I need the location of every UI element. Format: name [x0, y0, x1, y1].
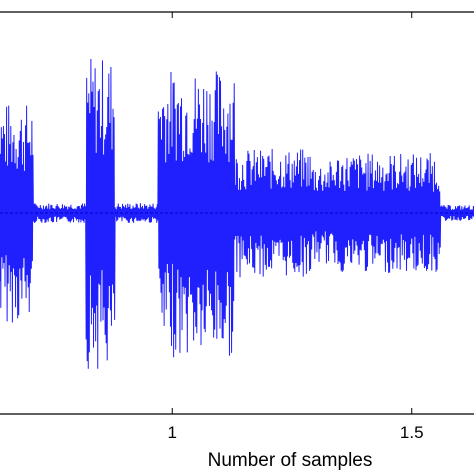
x-axis-label: Number of samples — [208, 450, 373, 471]
x-tick-label: 1 — [167, 423, 176, 442]
waveform-line — [0, 58, 474, 369]
axes-frame — [0, 11, 474, 415]
x-tick-label: 1.5 — [400, 423, 424, 442]
x-ticks: 1 1.5 — [167, 12, 424, 442]
waveform-series — [0, 58, 474, 369]
